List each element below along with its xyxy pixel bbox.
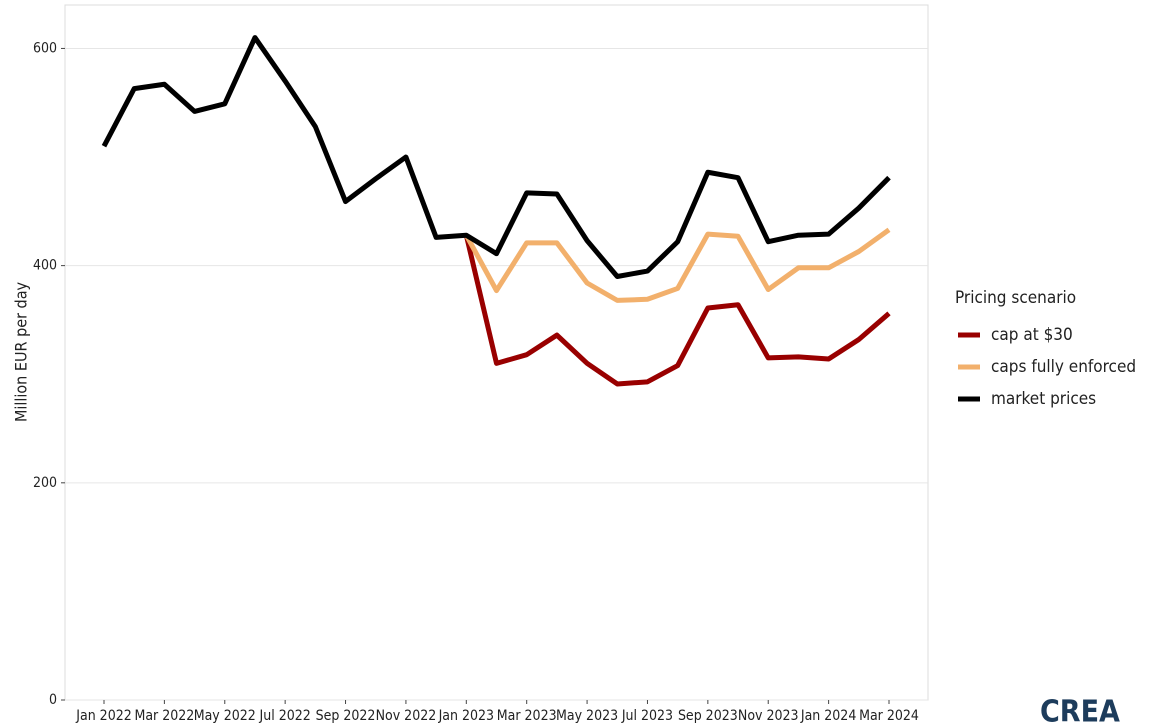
x-tick-label: Mar 2023	[497, 708, 557, 724]
y-tick-label: 0	[49, 692, 57, 708]
legend-title: Pricing scenario	[955, 288, 1076, 308]
y-tick-label: 400	[33, 258, 57, 274]
y-tick-label: 600	[33, 40, 57, 56]
y-tick-label: 200	[33, 475, 57, 491]
line	[101, 35, 891, 279]
x-tick-label: Sep 2023	[678, 708, 738, 724]
legend-label: market prices	[991, 389, 1096, 409]
x-tick-label: Jul 2022	[259, 708, 311, 724]
x-tick-label: Jan 2022	[75, 708, 131, 724]
y-axis-label: Million EUR per day	[12, 281, 31, 422]
line	[463, 234, 891, 387]
x-tick-label: Jan 2024	[800, 708, 856, 724]
legend-label: cap at $30	[991, 325, 1073, 345]
x-tick-label: Jan 2023	[438, 708, 494, 724]
x-tick-label: Mar 2024	[859, 708, 919, 724]
line	[464, 227, 891, 303]
x-tick-label: Jul 2023	[621, 708, 673, 724]
x-tick-label: May 2022	[194, 708, 256, 724]
x-tick-label: Nov 2023	[738, 708, 799, 724]
x-tick-label: Mar 2022	[134, 708, 194, 724]
logo: CREA	[1040, 695, 1120, 725]
x-tick-label: Nov 2022	[376, 708, 437, 724]
x-tick-label: May 2023	[556, 708, 618, 724]
legend-label: caps fully enforced	[991, 357, 1136, 377]
x-tick-label: Sep 2022	[316, 708, 376, 724]
